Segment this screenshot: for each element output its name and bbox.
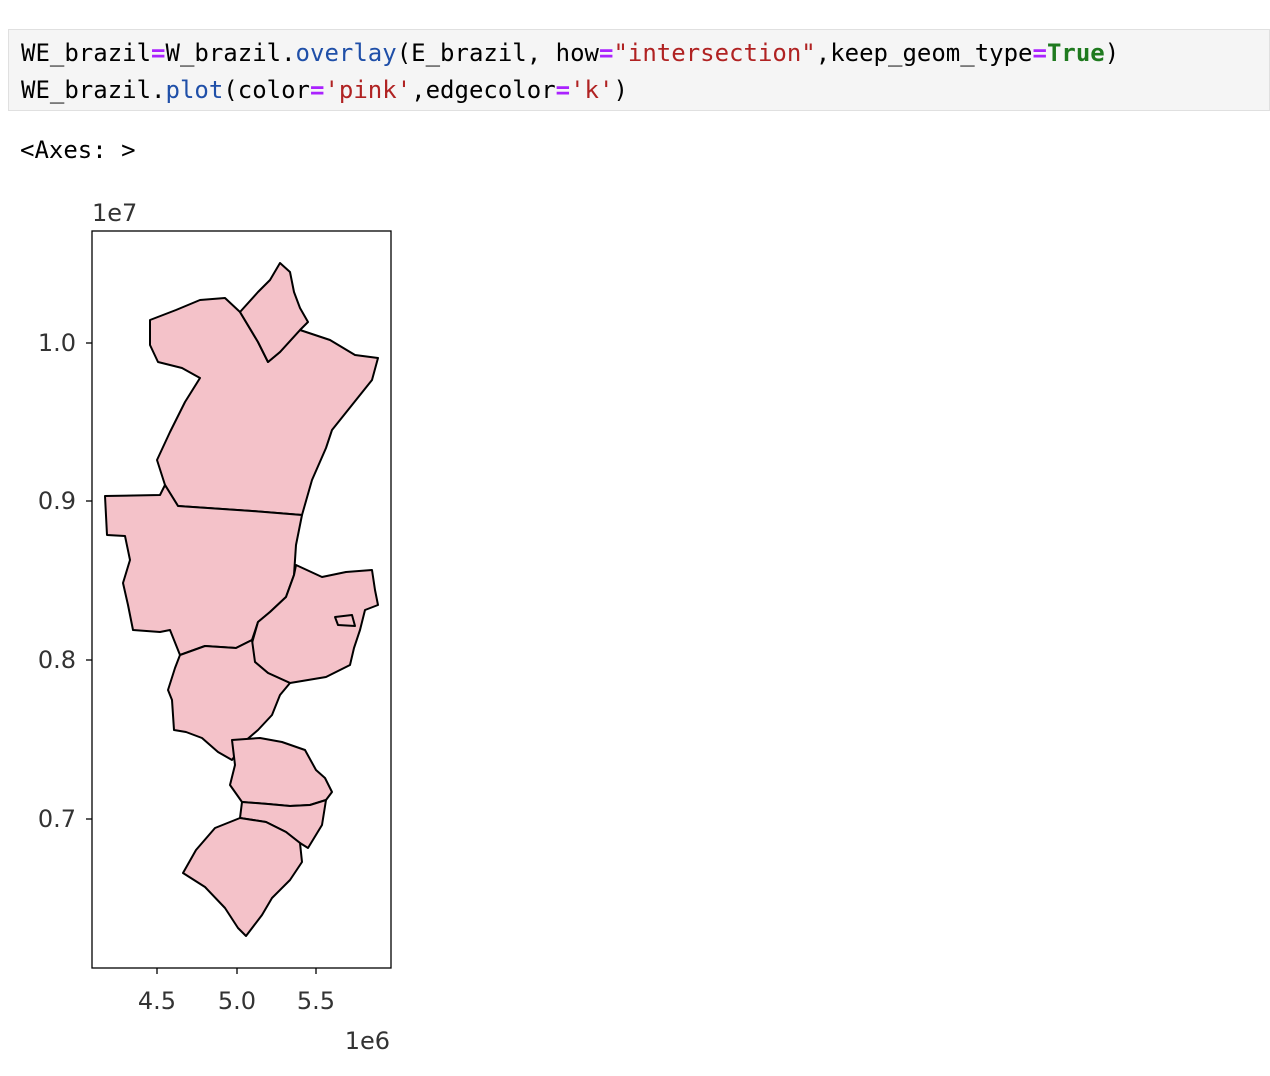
cell-output-text: <Axes: > — [20, 136, 136, 164]
code-line-1: WE_brazil=W_brazil.overlay(E_brazil, how… — [21, 35, 1269, 72]
code-token: plot — [165, 76, 224, 104]
map-region-south-3 — [182, 817, 303, 937]
y-tick-label: 0.8 — [38, 646, 76, 674]
map-regions — [104, 262, 379, 937]
code-token: ) — [613, 76, 628, 104]
code-line-2: WE_brazil.plot(color='pink',edgecolor='k… — [21, 72, 1269, 109]
x-axis: 4.5 5.0 5.5 1e6 — [138, 968, 390, 1055]
y-scale-label: 1e7 — [92, 199, 137, 227]
code-token: = — [151, 39, 166, 67]
map-region-south-1 — [229, 737, 333, 807]
code-token: = — [310, 76, 325, 104]
x-tick-label: 5.0 — [218, 987, 256, 1015]
code-token: 'k' — [570, 76, 614, 104]
y-tick-label: 0.9 — [38, 487, 76, 515]
map-region-southeast — [167, 639, 291, 761]
code-token: ) — [1104, 39, 1120, 67]
x-tick-label: 4.5 — [138, 987, 176, 1015]
y-tick-label: 1.0 — [38, 329, 76, 357]
code-token: 'pink' — [324, 76, 412, 104]
code-token: "intersection" — [613, 39, 816, 67]
map-region-east — [249, 564, 379, 684]
code-token: WE_brazil. — [21, 76, 166, 104]
axes-frame — [91, 230, 392, 969]
code-token: = — [1032, 39, 1047, 67]
code-token: True — [1046, 39, 1105, 67]
map-region-enclave — [334, 614, 356, 627]
code-cell-input[interactable]: WE_brazil=W_brazil.overlay(E_brazil, how… — [8, 29, 1270, 111]
code-token: overlay — [295, 39, 397, 67]
map-region-north-small — [239, 262, 309, 363]
x-scale-label: 1e6 — [345, 1027, 390, 1055]
x-tick-label: 5.5 — [297, 987, 335, 1015]
code-token: ,keep_geom_type — [815, 39, 1033, 67]
code-token: = — [599, 39, 614, 67]
code-token: ,edgecolor — [411, 76, 556, 104]
code-token: (color — [223, 76, 310, 104]
code-token: W_brazil. — [165, 39, 296, 67]
code-token: (E_brazil, how — [396, 39, 599, 67]
map-axes-frame — [91, 230, 392, 969]
code-token: = — [555, 76, 571, 104]
y-tick-label: 0.7 — [38, 805, 76, 833]
code-token: WE_brazil — [21, 39, 152, 67]
y-axis: 1.0 0.9 0.8 0.7 — [38, 329, 92, 833]
